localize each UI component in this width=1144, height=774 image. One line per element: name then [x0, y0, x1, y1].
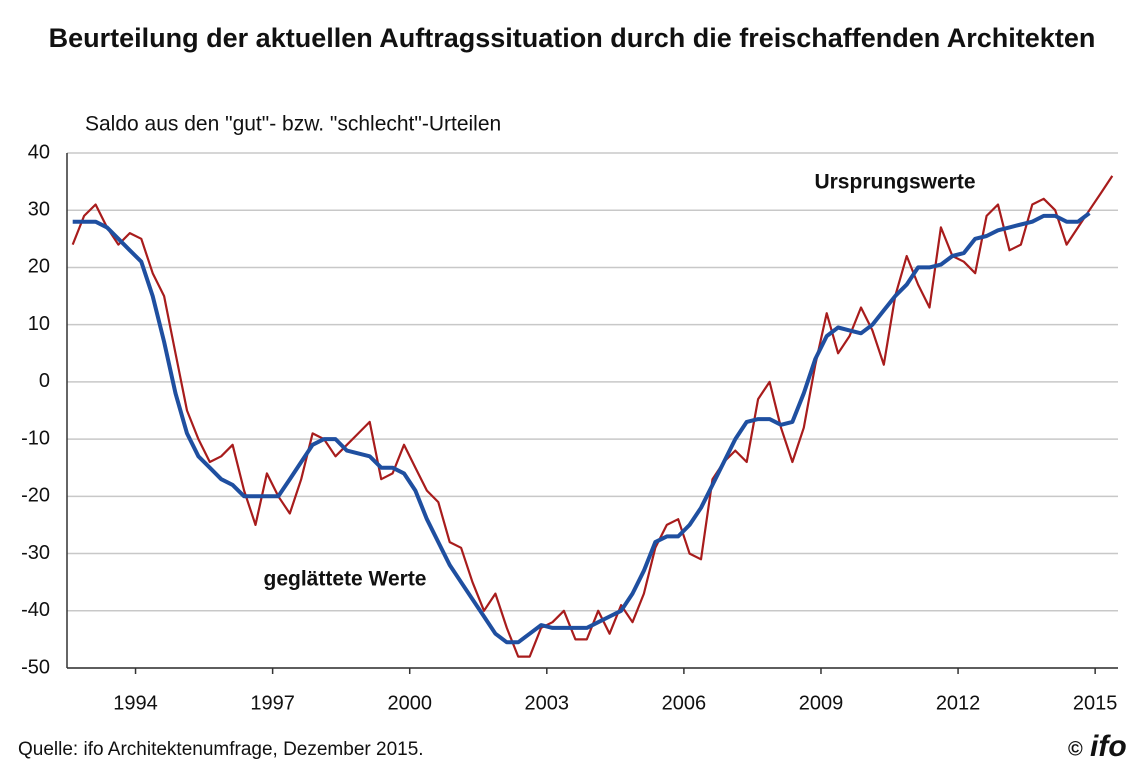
- x-tick-label: 2009: [799, 692, 844, 714]
- y-tick-label: 30: [28, 199, 50, 221]
- x-tick-label: 2000: [387, 692, 432, 714]
- y-tick-label: -40: [21, 599, 50, 621]
- x-tick-label: 2006: [662, 692, 707, 714]
- x-tick-label: 1997: [250, 692, 295, 714]
- y-tick-label: -30: [21, 542, 50, 564]
- x-tick-label: 2015: [1073, 692, 1118, 714]
- logo: ifo: [1090, 730, 1127, 763]
- y-tick-label: -50: [21, 656, 50, 678]
- x-tick-label: 2012: [936, 692, 981, 714]
- annotation: Ursprungswerte: [814, 171, 975, 194]
- y-tick-label: -20: [21, 485, 50, 507]
- y-tick-label: 0: [39, 370, 50, 392]
- series-line: [71, 175, 1114, 658]
- chart-title: Beurteilung der aktuellen Auftragssituat…: [49, 23, 1096, 53]
- series-line: [72, 211, 1091, 645]
- source: Quelle: ifo Architektenumfrage, Dezember…: [18, 739, 424, 760]
- y-tick-label: 40: [28, 141, 50, 163]
- x-tick-label: 1994: [113, 692, 158, 714]
- x-tick-label: 2003: [525, 692, 570, 714]
- title-text: Beurteilung der aktuellen Auftragssituat…: [49, 23, 1096, 53]
- annotation: geglättete Werte: [264, 568, 427, 591]
- y-tick-label: -10: [21, 427, 50, 449]
- copyright: ©: [1068, 738, 1083, 760]
- y-tick-label: 20: [28, 256, 50, 278]
- subtitle: Saldo aus den "gut"- bzw. "schlecht"-Urt…: [85, 113, 501, 136]
- y-tick-label: 10: [28, 313, 50, 335]
